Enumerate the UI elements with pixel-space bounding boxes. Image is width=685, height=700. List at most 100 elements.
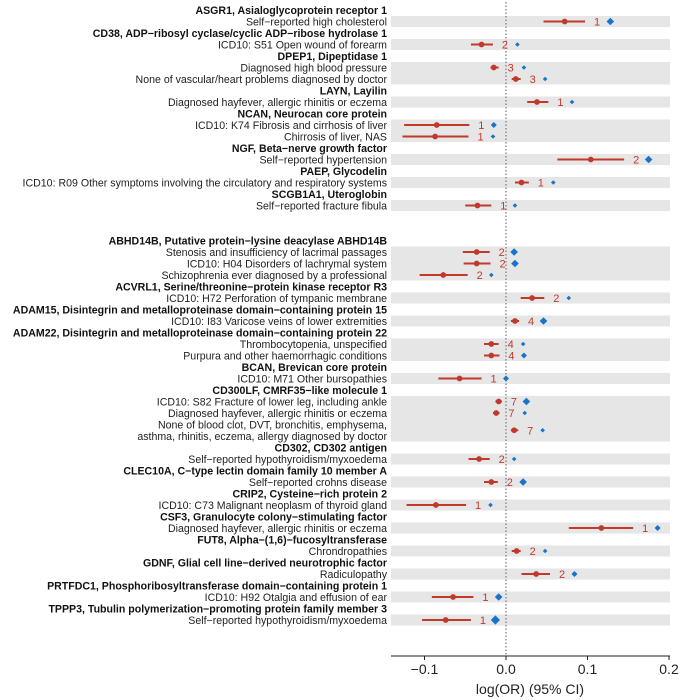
count-label: 2 — [559, 569, 565, 581]
count-label: 2 — [507, 477, 513, 489]
estimate-point — [529, 295, 535, 301]
estimate-point — [433, 502, 439, 508]
secondary-diamond — [512, 203, 518, 208]
trait-label: ICD10: S51 Open wound of forearm — [218, 39, 387, 51]
secondary-diamond — [521, 65, 527, 70]
count-label: 1 — [475, 500, 481, 512]
estimate-point — [442, 617, 449, 623]
estimate-point — [433, 122, 440, 128]
secondary-diamond — [540, 427, 545, 433]
secondary-diamond — [503, 375, 509, 382]
trait-band — [391, 522, 670, 534]
protein-header: ASGR1, Asialoglycoprotein receptor 1 — [195, 5, 387, 17]
trait-band — [391, 591, 670, 603]
secondary-diamond — [569, 99, 575, 105]
trait-label: Diagnosed high blood pressure — [240, 62, 387, 74]
secondary-diamond — [511, 456, 517, 462]
secondary-diamond — [490, 122, 497, 128]
protein-header: CD38, ADP−ribosyl cyclase/cyclic ADP−rib… — [93, 28, 387, 40]
trait-label: asthma, rhinitis, eczema, allergy diagno… — [137, 431, 387, 443]
trait-band — [391, 153, 670, 166]
estimate-point — [476, 456, 483, 462]
secondary-diamond — [490, 134, 496, 139]
count-label: 1 — [594, 17, 600, 29]
secondary-diamond — [490, 615, 501, 625]
trait-label: Purpura and other haemorrhagic condition… — [183, 350, 387, 362]
trait-label: ICD10: H92 Otalgia and effusion of ear — [205, 592, 388, 604]
secondary-diamond — [522, 410, 528, 416]
x-tick-label: 0.2 — [659, 661, 679, 677]
row-labels: ASGR1, Asialoglycoprotein receptor 1 Self… — [13, 5, 388, 627]
protein-header: CLEC10A, C−type lectin domain family 10 … — [123, 465, 387, 477]
row-bands — [391, 15, 670, 626]
x-tick-label: 0.1 — [578, 661, 598, 677]
trait-label: Diagnosed hayfever, allergic rhinitis or… — [168, 97, 387, 109]
secondary-diamond — [542, 76, 548, 82]
estimate-point — [478, 41, 485, 48]
count-label: 2 — [553, 293, 559, 305]
count-label: 1 — [538, 178, 544, 190]
trait-label: None of blood clot, DVT, bronchitis, emp… — [158, 419, 387, 431]
protein-header: CRIP2, Cysteine−rich protein 2 — [232, 488, 387, 500]
trait-band — [391, 15, 670, 28]
estimate-point — [474, 202, 481, 209]
estimate-point — [587, 156, 594, 163]
secondary-diamond — [542, 548, 548, 554]
trait-band — [391, 372, 670, 385]
secondary-diamond — [644, 155, 653, 164]
secondary-diamond — [606, 17, 615, 26]
trait-label: Radiculopathy — [320, 569, 388, 581]
estimate-point — [440, 272, 447, 278]
estimate-point — [533, 571, 540, 577]
protein-header: LAYN, Layilin — [320, 85, 387, 97]
trait-band — [391, 614, 670, 626]
count-label: 7 — [508, 408, 514, 420]
secondary-diamond — [489, 272, 494, 278]
secondary-diamond — [515, 42, 520, 47]
protein-header: TPPP3, Tubulin polymerization−promoting … — [48, 603, 387, 615]
trait-label: Self−reported fracture fibula — [256, 200, 387, 212]
count-label: 2 — [499, 454, 505, 466]
count-label: 1 — [490, 374, 496, 386]
trait-label: Diagnosed hayfever, allergic rhinitis or… — [168, 523, 387, 535]
x-axis-label: log(OR) (95% CI) — [476, 681, 584, 697]
estimate-point — [488, 352, 495, 359]
trait-band — [391, 38, 670, 51]
trait-label: Self−reported hypothyroidism/myxoedema — [188, 454, 387, 466]
protein-header: ADAM15, Disintegrin and metalloproteinas… — [13, 304, 387, 316]
protein-header: CD300LF, CMRF35−like molecule 1 — [212, 385, 387, 397]
count-label: 1 — [500, 201, 506, 213]
protein-header: ADAM22, Disintegrin and metalloproteinas… — [13, 327, 387, 339]
estimate-point — [473, 260, 480, 267]
estimate-point — [473, 249, 480, 255]
count-label: 2 — [530, 546, 536, 558]
trait-label: ICD10: K74 Fibrosis and cirrhosis of liv… — [195, 120, 387, 132]
count-label: 3 — [508, 63, 514, 75]
x-tick-label: −0.1 — [411, 661, 439, 677]
protein-header: FUT8, Alpha−(1,6)−fucosyltransferase — [197, 534, 387, 546]
secondary-diamond — [550, 180, 556, 185]
estimate-point — [512, 318, 518, 324]
trait-label: ICD10: H72 Perforation of tympanic membr… — [166, 293, 387, 305]
protein-header: BCAN, Brevican core protein — [242, 362, 387, 374]
trait-label: Schizophrenia ever diagnosed by a profes… — [161, 270, 387, 282]
trait-band — [391, 199, 670, 212]
protein-header: ACVRL1, Serine/threonine−protein kinase … — [115, 281, 387, 293]
trait-label: Chirrosis of liver, NAS — [284, 131, 387, 143]
secondary-diamond — [539, 317, 548, 325]
count-label: 2 — [502, 40, 508, 52]
estimate-point — [511, 427, 518, 434]
estimate-point — [513, 548, 520, 554]
trait-label: ICD10: H04 Disorders of lachrymal system — [187, 258, 387, 270]
secondary-diamond — [511, 259, 519, 268]
estimate-point — [490, 64, 497, 71]
count-label: 1 — [642, 523, 648, 535]
trait-band — [391, 395, 670, 442]
estimate-point — [598, 525, 605, 531]
protein-header: SCGB1A1, Uteroglobin — [272, 189, 387, 201]
trait-band — [391, 453, 670, 465]
trait-label: None of vascular/heart problems diagnose… — [136, 74, 388, 86]
count-label: 7 — [527, 425, 533, 437]
protein-header: PRTFDC1, Phosphoribosyltransferase domai… — [47, 580, 387, 592]
protein-header: GDNF, Glial cell line−derived neurotroph… — [143, 557, 387, 569]
